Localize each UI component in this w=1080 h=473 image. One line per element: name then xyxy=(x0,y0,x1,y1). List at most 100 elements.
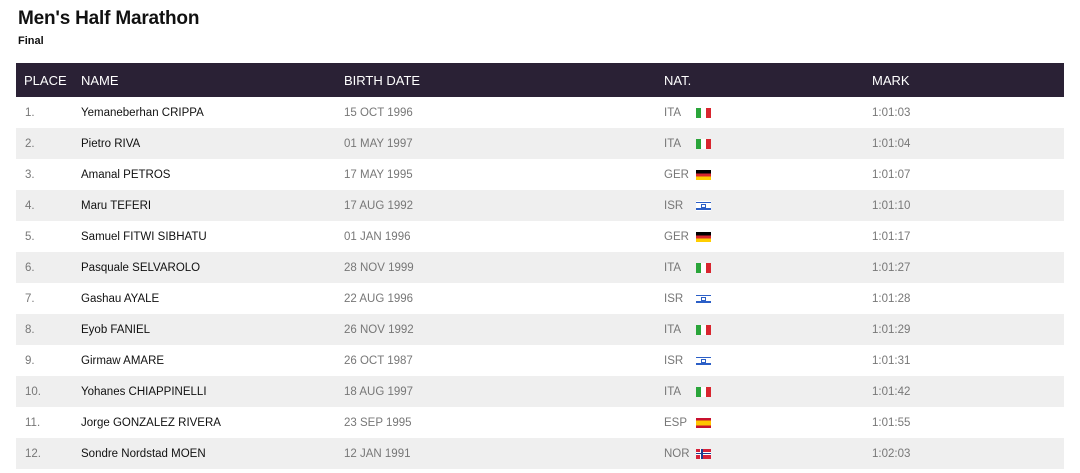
athlete-name[interactable]: Yemaneberhan CRIPPA xyxy=(81,106,204,119)
nationality-code: ESP xyxy=(664,416,688,429)
ita-flag xyxy=(696,262,711,273)
row-place: 12. xyxy=(25,447,41,460)
row-place: 3. xyxy=(25,168,35,181)
birth-date: 22 AUG 1996 xyxy=(344,292,414,305)
table-row[interactable]: 11. Jorge GONZALEZ RIVERA 23 SEP 1995 ESP 1:… xyxy=(16,407,1064,438)
nor-flag xyxy=(696,448,711,459)
header-name[interactable]: NAME xyxy=(81,72,119,88)
ita-flag xyxy=(696,138,711,149)
athlete-name[interactable]: Yohanes CHIAPPINELLI xyxy=(81,385,207,398)
birth-date: 17 MAY 1995 xyxy=(344,168,413,181)
result-mark: 1:01:42 xyxy=(872,385,911,398)
nationality: GER xyxy=(664,231,872,243)
nationality: ITA xyxy=(664,324,872,336)
athlete-name[interactable]: Pietro RIVA xyxy=(81,137,141,150)
header-mark[interactable]: MARK xyxy=(872,72,910,88)
row-place: 5. xyxy=(25,230,35,243)
result-mark: 1:01:10 xyxy=(872,199,911,212)
result-mark: 1:01:17 xyxy=(872,230,911,243)
nationality: ESP xyxy=(664,417,872,429)
birth-date: 01 MAY 1997 xyxy=(344,137,413,150)
result-mark: 1:01:29 xyxy=(872,323,911,336)
athlete-name[interactable]: Maru TEFERI xyxy=(81,199,152,212)
birth-date: 26 NOV 1992 xyxy=(344,323,414,336)
row-place: 10. xyxy=(25,385,41,398)
table-row[interactable]: 5. Samuel FITWI SIBHATU 01 JAN 1996 GER 1:01… xyxy=(16,221,1064,252)
nationality-code: ITA xyxy=(664,137,682,150)
nationality-code: ITA xyxy=(664,323,682,336)
row-place: 8. xyxy=(25,323,35,336)
row-place: 7. xyxy=(25,292,35,305)
esp-flag xyxy=(696,417,711,428)
nationality-code: GER xyxy=(664,168,689,181)
athlete-name[interactable]: Girmaw AMARE xyxy=(81,354,165,367)
nationality: ISR xyxy=(664,293,872,305)
row-place: 9. xyxy=(25,354,35,367)
nationality: ITA xyxy=(664,138,872,150)
table-row[interactable]: 3. Amanal PETROS 17 MAY 1995 GER 1:01:07 xyxy=(16,159,1064,190)
row-place: 4. xyxy=(25,199,35,212)
nationality-code: ITA xyxy=(664,385,682,398)
table-row[interactable]: 12. Sondre Nordstad MOEN 12 JAN 1991 NOR 1:0… xyxy=(16,438,1064,469)
athlete-name[interactable]: Sondre Nordstad MOEN xyxy=(81,447,206,460)
result-mark: 1:01:27 xyxy=(872,261,911,274)
table-row[interactable]: 6. Pasquale SELVAROLO 28 NOV 1999 ITA 1:01:2… xyxy=(16,252,1064,283)
birth-date: 01 JAN 1996 xyxy=(344,230,411,243)
birth-date: 18 AUG 1997 xyxy=(344,385,414,398)
ger-flag xyxy=(696,231,711,242)
row-place: 1. xyxy=(25,106,35,119)
athlete-name[interactable]: Samuel FITWI SIBHATU xyxy=(81,230,207,243)
table-row[interactable]: 8. Eyob FANIEL 26 NOV 1992 ITA 1:01:29 xyxy=(16,314,1064,345)
table-row[interactable]: 7. Gashau AYALE 22 AUG 1996 ISR 1:01:28 xyxy=(16,283,1064,314)
birth-date: 26 OCT 1987 xyxy=(344,354,413,367)
result-mark: 1:01:55 xyxy=(872,416,911,429)
nationality: NOR xyxy=(664,448,872,460)
event-round-label: Final xyxy=(18,35,44,47)
table-row[interactable]: 10. Yohanes CHIAPPINELLI 18 AUG 1997 ITA 1:0… xyxy=(16,376,1064,407)
birth-date: 17 AUG 1992 xyxy=(344,199,414,212)
table-row[interactable]: 1. Yemaneberhan CRIPPA 15 OCT 1996 ITA 1:01:… xyxy=(16,97,1064,128)
ger-flag xyxy=(696,169,711,180)
athlete-name[interactable]: Gashau AYALE xyxy=(81,292,160,305)
athlete-name[interactable]: Amanal PETROS xyxy=(81,168,171,181)
nationality: ITA xyxy=(664,107,872,119)
isr-flag xyxy=(696,355,711,366)
ita-flag xyxy=(696,324,711,335)
table-body: 1. Yemaneberhan CRIPPA 15 OCT 1996 ITA 1:01:… xyxy=(16,97,1064,469)
isr-flag xyxy=(696,293,711,304)
nationality-code: NOR xyxy=(664,447,690,460)
ita-flag xyxy=(696,107,711,118)
birth-date: 23 SEP 1995 xyxy=(344,416,412,429)
row-place: 2. xyxy=(25,137,35,150)
birth-date: 12 JAN 1991 xyxy=(344,447,411,460)
result-mark: 1:02:03 xyxy=(872,447,911,460)
athlete-name[interactable]: Jorge GONZALEZ RIVERA xyxy=(81,416,221,429)
table-row[interactable]: 2. Pietro RIVA 01 MAY 1997 ITA 1:01:04 xyxy=(16,128,1064,159)
results-table: PLACE NAME BIRTH DATE NAT. MARK 1. Yemane… xyxy=(16,63,1064,469)
nationality-code: ISR xyxy=(664,199,684,212)
athlete-name[interactable]: Pasquale SELVAROLO xyxy=(81,261,201,274)
result-mark: 1:01:03 xyxy=(872,106,911,119)
header-birth-date[interactable]: BIRTH DATE xyxy=(344,72,421,88)
row-place: 11. xyxy=(25,416,41,429)
nationality-code: ITA xyxy=(664,261,682,274)
result-mark: 1:01:31 xyxy=(872,354,911,367)
nationality: ITA xyxy=(664,262,872,274)
birth-date: 28 NOV 1999 xyxy=(344,261,414,274)
result-mark: 1:01:04 xyxy=(872,137,911,150)
isr-flag xyxy=(696,200,711,211)
header-place[interactable]: PLACE xyxy=(24,72,67,88)
table-row[interactable]: 4. Maru TEFERI 17 AUG 1992 ISR 1:01:10 xyxy=(16,190,1064,221)
nationality: ITA xyxy=(664,386,872,398)
nationality: GER xyxy=(664,169,872,181)
nationality: ISR xyxy=(664,200,872,212)
nationality-code: ISR xyxy=(664,354,684,367)
result-mark: 1:01:07 xyxy=(872,168,911,181)
nationality: ISR xyxy=(664,355,872,367)
table-row[interactable]: 9. Girmaw AMARE 26 OCT 1987 ISR 1:01:31 xyxy=(16,345,1064,376)
header-nationality[interactable]: NAT. xyxy=(664,72,692,88)
athlete-name[interactable]: Eyob FANIEL xyxy=(81,323,151,336)
ita-flag xyxy=(696,386,711,397)
table-header: PLACE NAME BIRTH DATE NAT. MARK xyxy=(16,63,1064,97)
nationality-code: ITA xyxy=(664,106,682,119)
